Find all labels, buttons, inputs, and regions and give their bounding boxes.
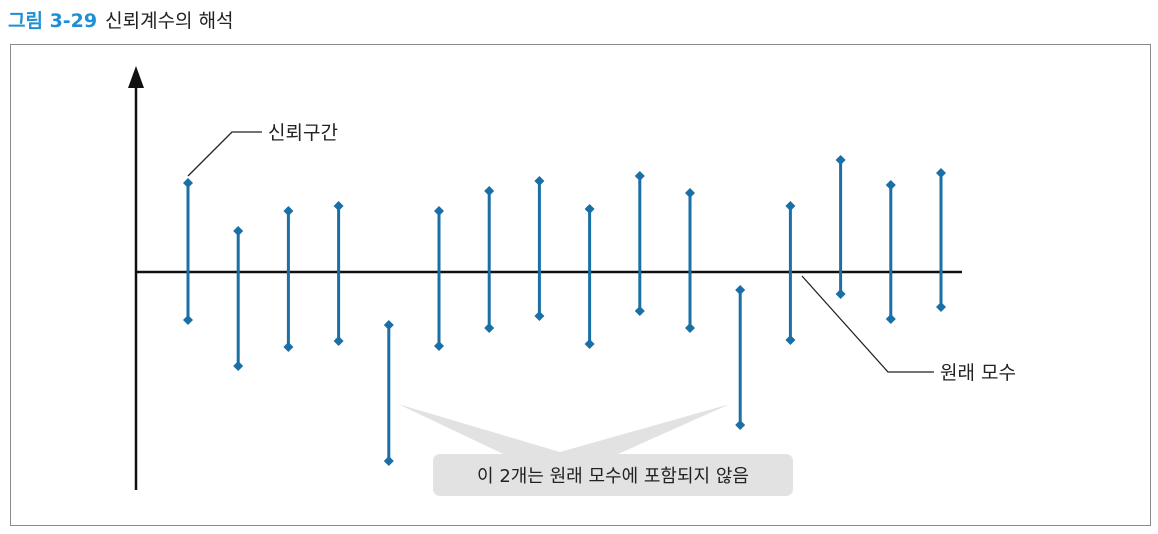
- confidence-interval: [785, 201, 796, 345]
- interval-upper-marker: [383, 320, 394, 330]
- interval-upper-marker: [785, 201, 796, 211]
- interval-lower-marker: [584, 339, 595, 349]
- confidence-interval: [634, 171, 645, 316]
- confidence-interval: [283, 206, 294, 352]
- interval-lower-marker: [283, 342, 294, 352]
- interval-upper-marker: [333, 201, 344, 211]
- note-callout-wedge: [398, 404, 730, 462]
- confidence-interval: [484, 186, 495, 333]
- interval-upper-marker: [233, 226, 244, 236]
- figure-title: 신뢰계수의 해석: [105, 10, 234, 32]
- note-box: [433, 454, 793, 496]
- interval-upper-marker: [484, 186, 495, 196]
- interval-label: 신뢰구간: [268, 122, 338, 144]
- interval-lower-marker: [785, 335, 796, 345]
- interval-upper-marker: [183, 178, 193, 188]
- confidence-interval: [183, 178, 193, 325]
- interval-lower-marker: [835, 289, 846, 299]
- interval-lower-marker: [936, 302, 946, 312]
- confidence-interval: [584, 204, 595, 349]
- interval-upper-marker: [584, 204, 595, 214]
- confidence-interval: [835, 155, 846, 299]
- interval-upper-marker: [685, 188, 695, 198]
- interval-lower-marker: [534, 311, 545, 321]
- interval-lower-marker: [233, 361, 244, 371]
- interval-lower-marker: [434, 341, 444, 351]
- confidence-interval: [534, 176, 545, 321]
- figure-frame: [10, 44, 1151, 526]
- interval-upper-marker: [634, 171, 645, 181]
- y-axis-arrow: [128, 66, 144, 88]
- confidence-interval: [233, 226, 244, 371]
- interval-lower-marker: [183, 315, 193, 325]
- note-label: 이 2개는 원래 모수에 포함되지 않음: [477, 466, 749, 487]
- confidence-interval: [333, 201, 344, 346]
- interval-upper-marker: [735, 285, 746, 295]
- confidence-interval: [685, 188, 695, 333]
- confidence-interval: [735, 285, 746, 430]
- interval-lower-marker: [735, 420, 746, 430]
- interval-leader-line: [187, 131, 262, 177]
- confidence-interval: [434, 206, 444, 351]
- interval-upper-marker: [283, 206, 294, 216]
- confidence-interval: [383, 320, 394, 466]
- interval-upper-marker: [885, 180, 896, 190]
- figure-number: 그림 3-29: [8, 10, 98, 32]
- interval-upper-marker: [434, 206, 444, 216]
- interval-upper-marker: [936, 168, 946, 178]
- confidence-interval: [936, 168, 946, 312]
- confidence-interval: [885, 180, 896, 324]
- interval-lower-marker: [634, 306, 645, 316]
- figure-caption: 그림 3-29 신뢰계수의 해석: [8, 6, 234, 33]
- interval-lower-marker: [685, 323, 695, 333]
- interval-lower-marker: [333, 336, 344, 346]
- interval-upper-marker: [534, 176, 545, 186]
- interval-series: [183, 155, 946, 466]
- parameter-leader-line: [801, 275, 934, 373]
- interval-upper-marker: [835, 155, 846, 165]
- interval-lower-marker: [885, 314, 896, 324]
- interval-lower-marker: [484, 323, 495, 333]
- interval-lower-marker: [383, 456, 394, 466]
- parameter-label: 원래 모수: [940, 362, 1016, 384]
